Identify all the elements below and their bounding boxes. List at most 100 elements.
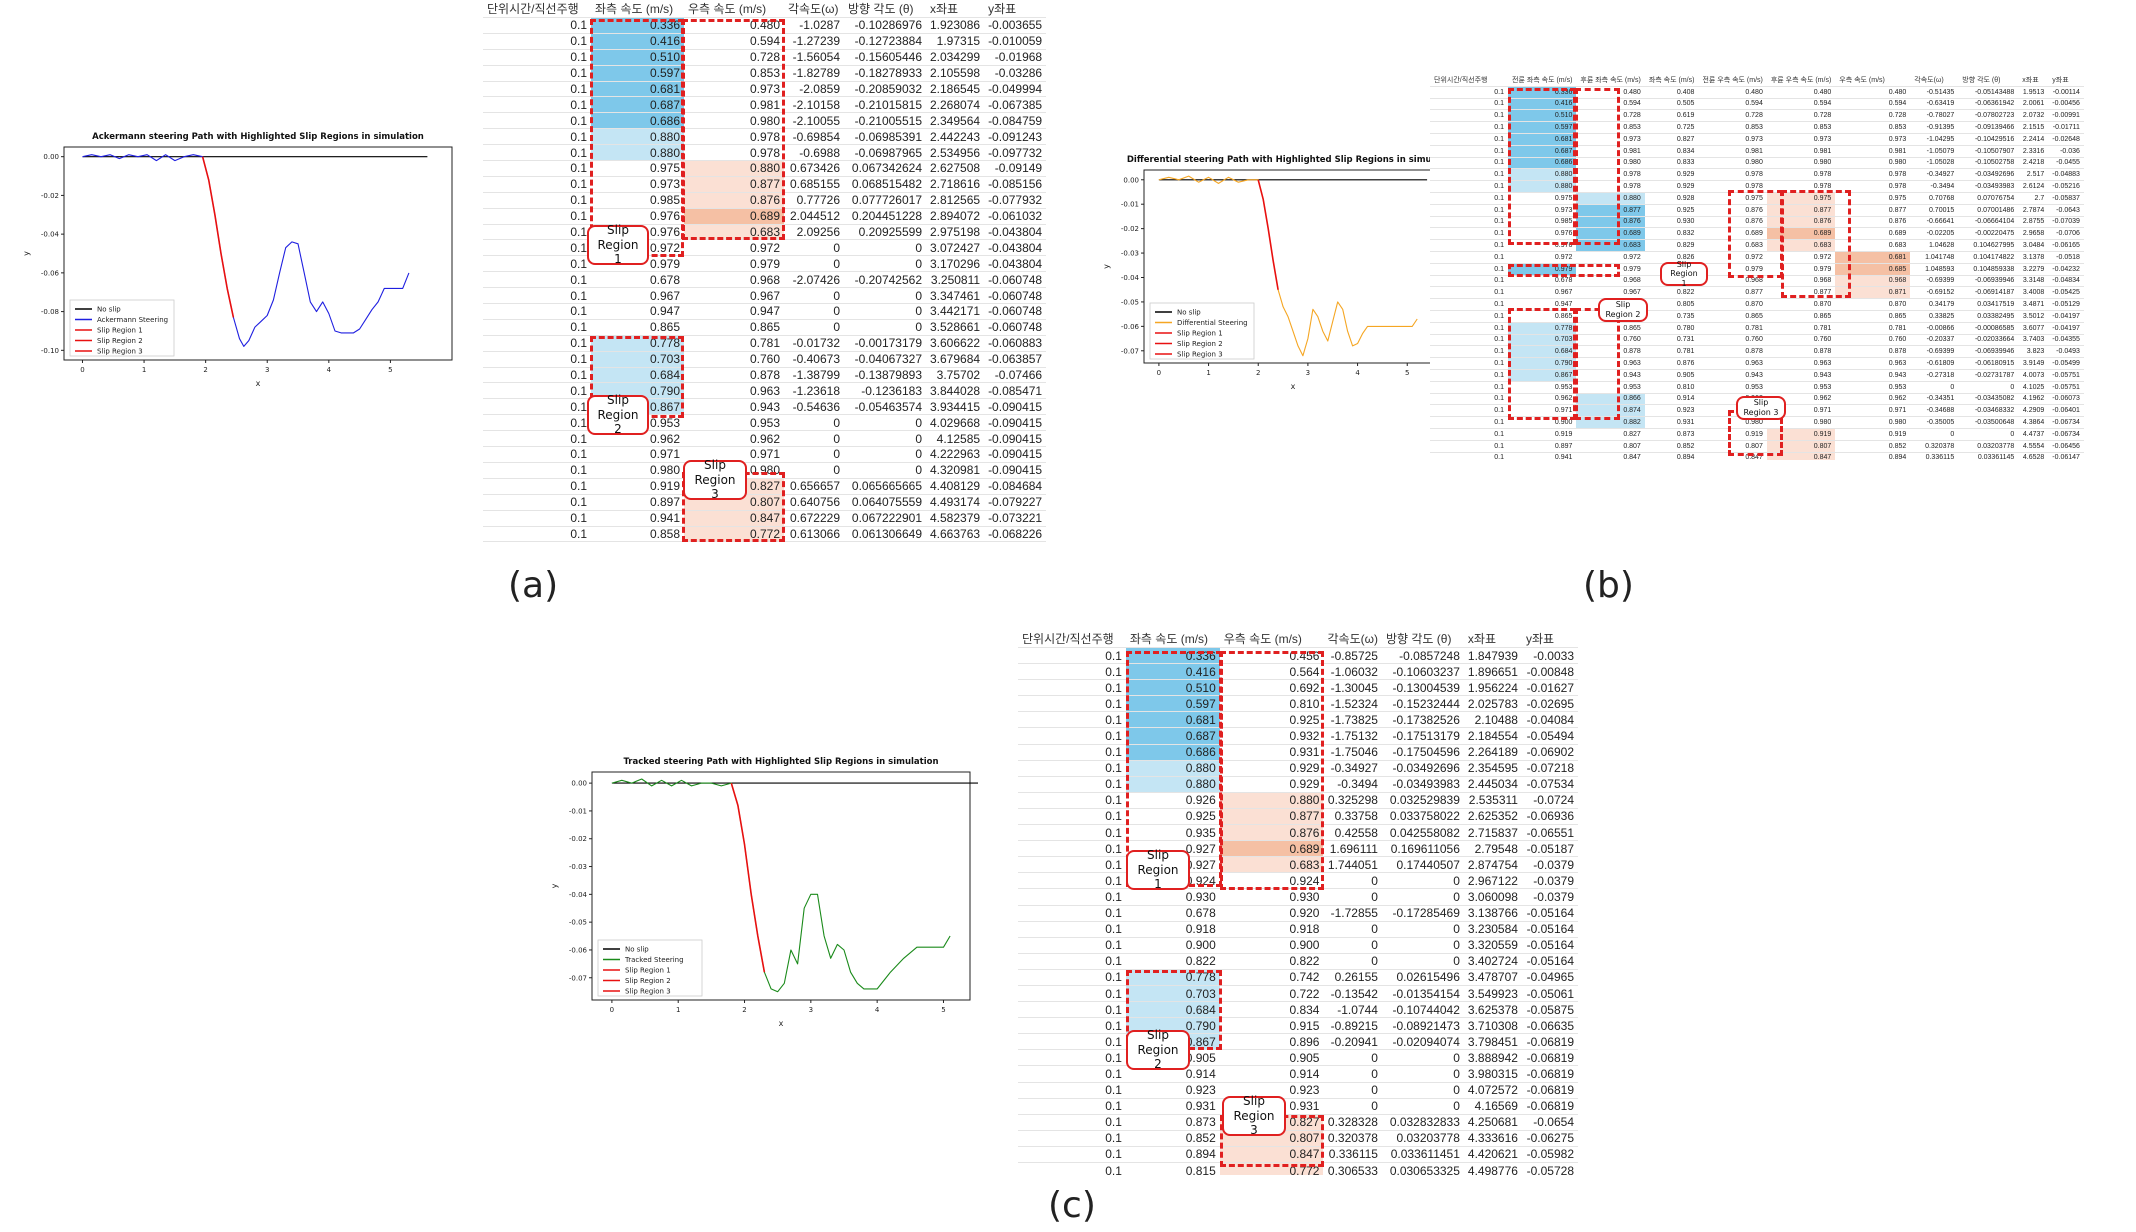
table-cell: 2.517: [2018, 168, 2049, 182]
table-cell: 0.852: [1835, 440, 1911, 453]
table-cell: 0.597: [591, 65, 684, 82]
table-cell: 0.925: [1219, 711, 1324, 729]
c0-ytick-label: -0.04: [41, 231, 60, 239]
table-cell: 0.979: [684, 255, 784, 273]
table-cell: 0.919: [591, 478, 684, 495]
table-cell: 0.963: [1835, 357, 1911, 370]
table-cell: 2.6124: [2018, 180, 2049, 193]
table-cell: -0.10744042: [1381, 1001, 1464, 1019]
table-cell: -0.05494: [1521, 727, 1578, 745]
table-cell: -0.07039: [2048, 216, 2084, 229]
table-cell: 0.1: [1430, 216, 1508, 229]
table-cell: 0.962: [1508, 393, 1577, 406]
table-row: 0.1 0.930 0.930 0 0 3.060098 -0.0379: [1018, 888, 1578, 906]
table-cell: 0: [784, 446, 844, 463]
c1-ylabel: y: [1102, 264, 1111, 269]
c2-xtick-label: 0: [610, 1006, 614, 1014]
table-cell: 0.827: [1576, 428, 1645, 441]
table-cell: -0.043804: [984, 255, 1047, 273]
table-cell: 0.1: [1018, 1065, 1126, 1083]
table-cell: -0.06734: [2048, 416, 2084, 429]
table-cell: 0: [1381, 1049, 1464, 1067]
table-cell: -0.13879893: [844, 367, 926, 384]
table-cell: 0.807: [1698, 440, 1767, 453]
table-cell: -0.05751: [2048, 381, 2084, 394]
table-cell: 0.1: [1018, 1114, 1126, 1131]
table-cell: 0.877: [684, 176, 784, 193]
table-cell: 4.2909: [2018, 404, 2049, 418]
table-cell: 2.975198: [926, 224, 985, 241]
table-row: 0.1 0.790 0.915 -0.89215 -0.08921473 3.710308…: [1018, 1017, 1578, 1035]
c2-legend-label: Slip Region 1: [625, 967, 671, 975]
table-cell: 0.900: [1219, 937, 1324, 954]
table-cell: 0.1: [483, 255, 591, 273]
table-row: 0.1 0.975 0.880 0.673426 0.067342624 2.627508…: [483, 160, 1047, 177]
table-cell: 0.967: [591, 287, 684, 305]
table-cell: 2.8755: [2018, 216, 2049, 229]
c0-title: Ackermann steering Path with Highlighted…: [92, 132, 424, 142]
c2-xtick-label: 5: [941, 1006, 945, 1014]
table-row: 0.1 0.976 0.683 0.829 0.683 0.683 0.683 1.04628…: [1430, 239, 2084, 252]
table-cell: 0.781: [1766, 322, 1836, 335]
table-cell: 3.060098: [1463, 888, 1522, 906]
table-cell: -0.09149: [984, 160, 1047, 177]
table-row: 0.1 0.979 0.979 0 0 3.170296 -0.043804: [483, 255, 1047, 273]
table-cell: 0.689: [1766, 227, 1836, 241]
table-cell: 0.1: [1430, 204, 1508, 217]
table-cell: 0.1: [1430, 157, 1508, 170]
table-row: 0.1 0.416 0.594 0.505 0.594 0.594 0.594 -0.6341…: [1430, 98, 2084, 111]
table-cell: 0.1: [1018, 888, 1126, 906]
table-cell: 0: [784, 287, 844, 305]
table-cell: 0: [1323, 1098, 1382, 1115]
table-row: 0.1 0.941 0.847 0.894 0.847 0.847 0.894 0.33611…: [1430, 452, 2084, 460]
c1-xtick-label: 0: [1157, 369, 1161, 377]
table-cell: 0.978: [1576, 168, 1645, 182]
table-cell: 2.2414: [2018, 133, 2049, 146]
table-cell: 0.971: [591, 446, 684, 463]
table-cell: 0.760: [684, 351, 784, 368]
c2-legend-label: No slip: [625, 946, 649, 954]
slip-label-b-2: Slip Region 2: [1598, 298, 1648, 322]
table-cell: 0.918: [1125, 921, 1220, 938]
table-cell: -0.06819: [1521, 1049, 1578, 1067]
table-cell: 0.1: [483, 112, 591, 130]
table-cell: 2.105598: [926, 65, 985, 82]
table-cell: 0: [1323, 937, 1382, 954]
table-cell: 3.0484: [2018, 239, 2049, 252]
table-cell: -0.0493: [2048, 345, 2084, 359]
table-cell: -0.00456: [2048, 98, 2084, 111]
c1-ytick-label: 0.00: [1123, 176, 1139, 184]
c1-xtick-label: 5: [1405, 369, 1409, 377]
table-cell: 0.878: [684, 367, 784, 384]
table-row: 0.1 0.918 0.918 0 0 3.230584 -0.05164: [1018, 921, 1578, 938]
table-cell: -0.03500648: [1958, 416, 2019, 429]
table-cell: 0.687: [1125, 727, 1220, 745]
table-cell: 0.865: [1835, 310, 1911, 323]
table-cell: 0.941: [591, 510, 684, 527]
table-cell: 0.320378: [1910, 440, 1959, 453]
table-cell: -1.0287: [784, 17, 844, 34]
table-cell: 0.1: [483, 367, 591, 384]
table-cell: -0.060748: [984, 271, 1047, 289]
c1-legend-label: Slip Region 3: [1177, 351, 1223, 359]
table-cell: 0.1: [1018, 1082, 1126, 1099]
column-header: 좌측 속도 (m/s): [1644, 75, 1699, 87]
table-cell: 0.510: [1508, 109, 1577, 123]
table-row: 0.1 0.336 0.480 0.408 0.480 0.480 0.480 -0.5143…: [1430, 86, 2084, 99]
table-cell: 0.1: [1430, 334, 1508, 347]
table-cell: 3.7403: [2018, 334, 2049, 347]
table-cell: -1.75046: [1323, 744, 1382, 761]
table-cell: -0.35005: [1910, 416, 1959, 429]
table-cell: 0.408: [1644, 86, 1699, 99]
table-cell: 0.834: [1644, 145, 1699, 158]
table-header-row: 단위시간/직선주행 전륜 좌측 속도 (m/s) 후륜 좌측 속도 (m/s) 좌측 …: [1430, 75, 2084, 87]
table-cell: 0.981: [1766, 145, 1836, 158]
table-cell: 3.710308: [1463, 1017, 1522, 1035]
c0-xtick-label: 3: [265, 366, 269, 374]
table-cell: 0.827: [1644, 133, 1699, 146]
table-row: 0.1 0.976 0.689 0.832 0.689 0.689 0.689 -0.0220…: [1430, 227, 2084, 241]
table-cell: 0.1: [1018, 1130, 1126, 1147]
table-cell: 0.877: [1766, 204, 1836, 217]
c1-legend-label: No slip: [1177, 309, 1201, 317]
table-cell: 2.812565: [926, 192, 985, 209]
